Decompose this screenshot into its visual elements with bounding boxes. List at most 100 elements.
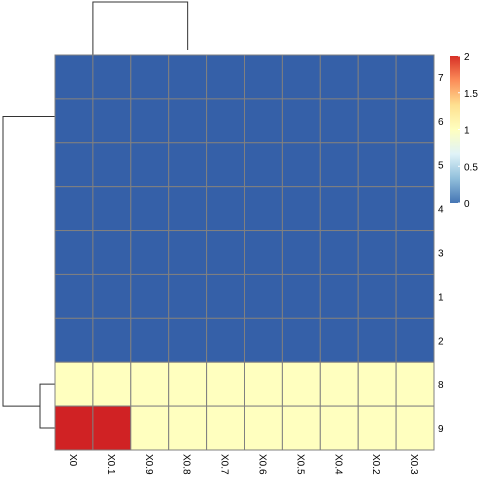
heatmap-cell-9-X0.8: [168, 405, 208, 451]
heatmap-cell-3-X0.9: [130, 230, 170, 275]
heatmap-cell-9-X0.6: [244, 405, 283, 451]
row-label-1: 1: [438, 292, 444, 303]
heatmap-cells: [54, 54, 435, 451]
heatmap-cell-4-X0.6: [244, 186, 283, 232]
heatmap-cell-7-X0: [54, 54, 94, 100]
heatmap-cell-8-X0.8: [168, 361, 208, 407]
column-label-X0.7: X0.7: [219, 454, 230, 475]
heatmap-cell-9-X0.4: [319, 405, 359, 451]
heatmap-cell-6-X0.4: [319, 98, 359, 144]
heatmap-cell-8-X0.6: [244, 361, 283, 407]
heatmap-cell-4-X0.3: [395, 186, 435, 232]
column-label-X0.6: X0.6: [256, 454, 267, 475]
row-labels: 7 6 5 4 3 1 2 8 9: [438, 73, 444, 435]
heatmap-cell-8-X0.5: [281, 361, 321, 407]
heatmap-cell-3-X0.4: [319, 230, 359, 275]
heatmap-cell-1-X0.5: [281, 273, 321, 319]
legend-tick-label: 2: [464, 52, 470, 63]
heatmap-cell-8-X0: [54, 361, 94, 407]
column-labels: X0 X0.1 X0.9 X0.8 X0.7 X0.6 X0.5 X0.4 X0.2 X0.3: [67, 454, 419, 475]
heatmap-cell-9-X0.9: [130, 405, 170, 451]
legend-tick-label: 0.5: [464, 162, 478, 173]
heatmap-cell-6-X0.5: [281, 98, 321, 144]
heatmap-cell-1-X0.9: [130, 273, 170, 319]
heatmap-cell-5-X0.3: [395, 142, 435, 188]
heatmap-cell-1-X0.4: [319, 273, 359, 319]
heatmap-cell-5-X0.5: [281, 142, 321, 188]
heatmap-cell-3-X0.5: [281, 230, 321, 275]
row-label-5: 5: [438, 161, 444, 172]
legend-tick-label: 0: [464, 199, 470, 210]
column-label-X0.5: X0.5: [294, 454, 305, 475]
heatmap-cell-3-X0.3: [395, 230, 435, 275]
heatmap-cell-1-X0.6: [244, 273, 283, 319]
heatmap-cell-5-X0.2: [357, 142, 397, 188]
heatmap-cell-8-X0.1: [92, 361, 132, 407]
heatmap-cell-2-X0.3: [395, 317, 435, 363]
heatmap-cell-6-X0: [54, 98, 94, 144]
heatmap-cell-1-X0.7: [206, 273, 246, 319]
heatmap-cell-6-X0.3: [395, 98, 435, 144]
heatmap-cell-2-X0.4: [319, 317, 359, 363]
row-label-8: 8: [438, 380, 444, 391]
heatmap-cell-4-X0.8: [168, 186, 208, 232]
heatmap-cell-2-X0.9: [130, 317, 170, 363]
heatmap-cell-7-X0.2: [357, 54, 397, 100]
heatmap-cell-9-X0.3: [395, 405, 435, 451]
column-dendrogram: [92, 1, 189, 55]
heatmap-cell-5-X0.7: [206, 142, 246, 188]
column-label-X0.1: X0.1: [105, 454, 116, 475]
heatmap-cell-2-X0.7: [206, 317, 246, 363]
heatmap-cell-6-X0.2: [357, 98, 397, 144]
heatmap-cell-6-X0.9: [130, 98, 170, 144]
heatmap-cell-2-X0: [54, 317, 94, 363]
row-dendrogram-branch-8-9: [39, 383, 55, 429]
heatmap-cell-8-X0.2: [357, 361, 397, 407]
column-label-X0.8: X0.8: [181, 454, 192, 475]
heatmap-cell-3-X0.1: [92, 230, 132, 275]
heatmap-cell-3-X0.8: [168, 230, 208, 275]
heatmap-cell-5-X0.9: [130, 142, 170, 188]
heatmap-cell-5-X0.1: [92, 142, 132, 188]
heatmap-cell-7-X0.8: [168, 54, 208, 100]
heatmap-cell-2-X0.1: [92, 317, 132, 363]
column-label-X0.2: X0.2: [370, 454, 381, 475]
heatmap-cell-7-X0.1: [92, 54, 132, 100]
heatmap-cell-5-X0.4: [319, 142, 359, 188]
row-dendrogram: [2, 115, 55, 429]
heatmap-cell-4-X0.2: [357, 186, 397, 232]
heatmap-cell-8-X0.3: [395, 361, 435, 407]
heatmap-cell-7-X0.5: [281, 54, 321, 100]
heatmap-cell-6-X0.6: [244, 98, 283, 144]
heatmap-cell-1-X0.3: [395, 273, 435, 319]
row-label-9: 9: [438, 424, 444, 435]
heatmap-cell-6-X0.7: [206, 98, 246, 144]
legend-tick-label: 1.5: [464, 89, 478, 100]
heatmap-cell-2-X0.5: [281, 317, 321, 363]
heatmap-cell-3-X0: [54, 230, 94, 275]
heatmap-cell-3-X0.6: [244, 230, 283, 275]
heatmap-cell-5-X0: [54, 142, 94, 188]
row-label-4: 4: [438, 205, 444, 216]
heatmap-cell-7-X0.3: [395, 54, 435, 100]
heatmap-cell-4-X0.1: [92, 186, 132, 232]
heatmap-cell-7-X0.6: [244, 54, 283, 100]
color-legend-bar: [450, 56, 460, 203]
heatmap-cell-4-X0.7: [206, 186, 246, 232]
heatmap-cell-2-X0.6: [244, 317, 283, 363]
heatmap-cell-5-X0.8: [168, 142, 208, 188]
row-label-2: 2: [438, 336, 444, 347]
heatmap-cell-9-X0.5: [281, 405, 321, 451]
heatmap-cell-1-X0.1: [92, 273, 132, 319]
row-label-6: 6: [438, 117, 444, 128]
heatmap-cell-8-X0.4: [319, 361, 359, 407]
heatmap-cell-4-X0.5: [281, 186, 321, 232]
heatmap-cell-3-X0.2: [357, 230, 397, 275]
heatmap-cell-4-X0.9: [130, 186, 170, 232]
row-dendrogram-root: [2, 115, 55, 407]
heatmap-cell-3-X0.7: [206, 230, 246, 275]
column-label-X0.4: X0.4: [332, 454, 343, 475]
heatmap-cell-9-X0.1: [92, 405, 132, 451]
